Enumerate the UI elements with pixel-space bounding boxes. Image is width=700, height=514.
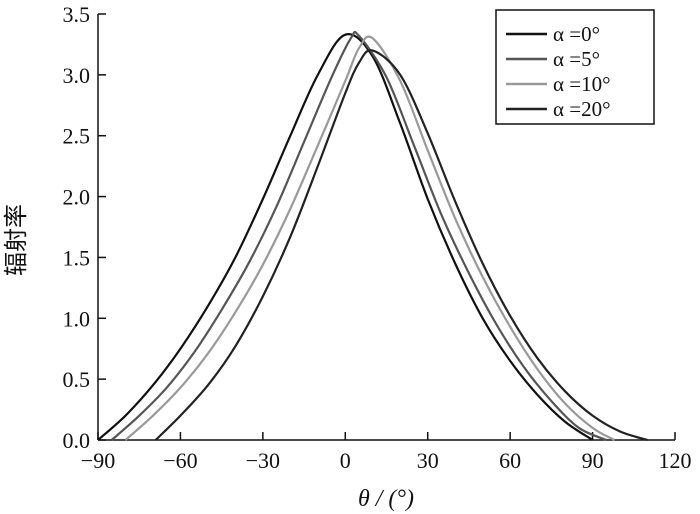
x-tick-label: 0 [340, 448, 351, 473]
series-line-0 [97, 33, 594, 441]
legend-items: α =0°α =5°α =10°α =20° [506, 22, 611, 121]
y-tick-label: 2.5 [63, 124, 91, 149]
x-tick-label: −90 [81, 448, 115, 473]
x-tick-label: 120 [659, 448, 692, 473]
legend-label-1: α =5° [553, 47, 600, 71]
x-axis-ticks: −90 −60 −30 0 30 60 90 120 [81, 432, 692, 473]
x-tick-label: 60 [499, 448, 521, 473]
legend-label-0: α =0° [553, 22, 600, 46]
y-tick-label: 0.0 [63, 428, 91, 453]
x-tick-label: 90 [582, 448, 604, 473]
series-lines [97, 30, 648, 442]
x-tick-label: −30 [246, 448, 280, 473]
x-tick-label: −60 [163, 448, 197, 473]
y-tick-label: 2.0 [63, 185, 91, 210]
series-line-2 [124, 35, 616, 441]
legend-box [495, 9, 655, 125]
y-tick-label: 1.5 [63, 245, 91, 270]
x-axis-label: θ / (°) [358, 486, 414, 512]
series-line-3 [154, 49, 648, 442]
plot-area: −90 −60 −30 0 30 60 90 120 0.0 0.5 1.0 1.5 2.0 2.5 3.… [63, 2, 692, 473]
y-axis-ticks: 0.0 0.5 1.0 1.5 2.0 2.5 3.0 3.5 [63, 2, 106, 453]
legend: α =0°α =5°α =10°α =20° [495, 9, 655, 125]
y-tick-label: 3.0 [63, 63, 91, 88]
y-axis-label: 辐射率 [3, 204, 30, 276]
legend-label-2: α =10° [553, 72, 611, 96]
y-tick-label: 0.5 [63, 367, 91, 392]
legend-label-3: α =20° [553, 97, 611, 121]
y-tick-label: 3.5 [63, 2, 91, 27]
y-tick-label: 1.0 [63, 306, 91, 331]
x-tick-label: 30 [417, 448, 439, 473]
series-line-1 [111, 30, 607, 442]
